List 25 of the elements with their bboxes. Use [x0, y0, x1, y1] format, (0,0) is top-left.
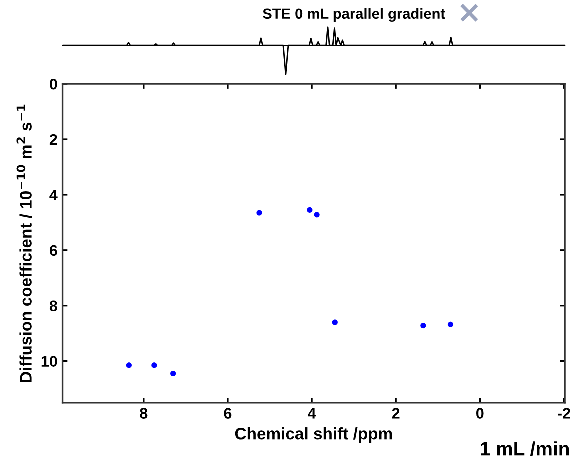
y-tick-label: 2	[50, 134, 58, 146]
x-tick-label: -2	[558, 408, 570, 419]
point	[332, 320, 338, 326]
x-tick-label: 2	[392, 408, 400, 419]
point	[170, 370, 176, 377]
x-tick-label: 0	[476, 408, 484, 419]
point	[152, 362, 158, 368]
y-tick-label: 0	[50, 78, 58, 90]
chart-title: STE 0 mL parallel gradient	[263, 8, 446, 22]
point	[256, 210, 262, 216]
x-tick-label: 6	[224, 408, 232, 419]
y-axis-title: Diffusion coefficient / 10$^{−10}$ m$^{2}$ s$^{−1}$	[16, 104, 32, 382]
point	[420, 323, 426, 329]
point	[448, 322, 454, 328]
point	[314, 212, 320, 218]
point	[126, 362, 132, 368]
text: 1 mL /min	[481, 442, 570, 456]
x-tick-label: 4	[308, 408, 316, 419]
y-tick-label: 8	[50, 300, 58, 312]
y-tick-label: 10	[42, 356, 58, 367]
y-tick-label: 4	[50, 190, 58, 200]
point	[307, 207, 313, 213]
y-tick-label: 6	[50, 245, 58, 256]
x-tick-label: 8	[140, 408, 148, 419]
x-axis-title: Chemical shift /ppm	[235, 428, 392, 444]
